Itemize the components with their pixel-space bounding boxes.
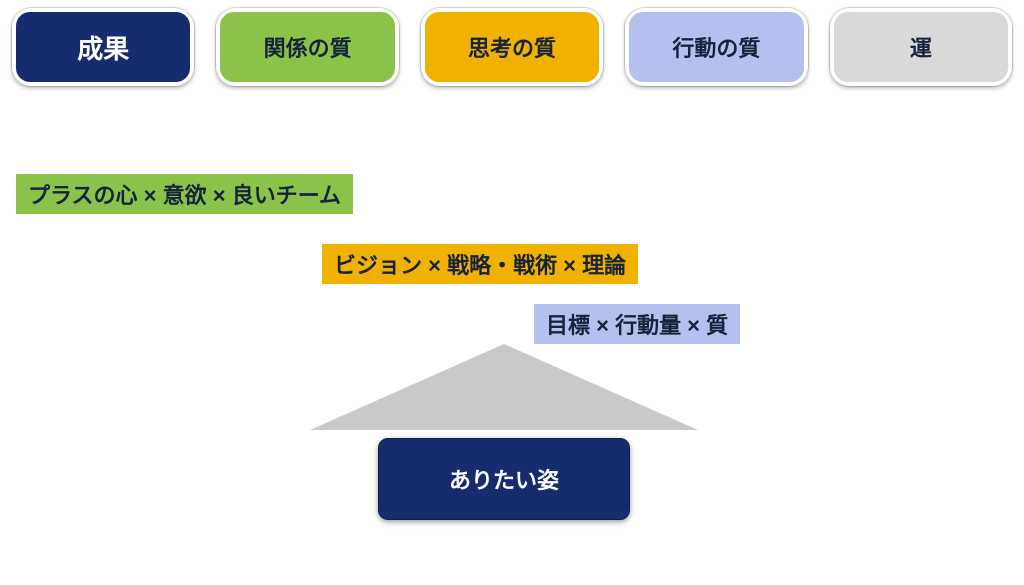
pill-thinking: 思考の質 (421, 8, 603, 86)
pill-label: 運 (910, 31, 932, 63)
bar-action-formula: 目標 × 行動量 × 質 (534, 304, 740, 344)
goal-box: ありたい姿 (378, 438, 630, 520)
pill-label: 関係の質 (264, 31, 352, 63)
bar-text: ビジョン × 戦略・戦術 × 理論 (334, 248, 626, 280)
pill-luck: 運 (830, 8, 1012, 86)
bar-text: 目標 × 行動量 × 質 (546, 308, 728, 340)
pointer-triangle (310, 344, 698, 430)
pill-label: 成果 (77, 29, 129, 66)
top-pill-row: 成果 関係の質 思考の質 行動の質 運 (0, 0, 1024, 86)
pill-relations: 関係の質 (216, 8, 398, 86)
pill-results: 成果 (12, 8, 194, 86)
pill-label: 行動の質 (672, 31, 760, 63)
pill-action: 行動の質 (625, 8, 807, 86)
bar-thinking-formula: ビジョン × 戦略・戦術 × 理論 (322, 244, 638, 284)
goal-box-label: ありたい姿 (449, 463, 559, 495)
pill-label: 思考の質 (468, 31, 556, 63)
bar-text: プラスの心 × 意欲 × 良いチーム (28, 178, 341, 210)
bar-relations-formula: プラスの心 × 意欲 × 良いチーム (16, 174, 353, 214)
